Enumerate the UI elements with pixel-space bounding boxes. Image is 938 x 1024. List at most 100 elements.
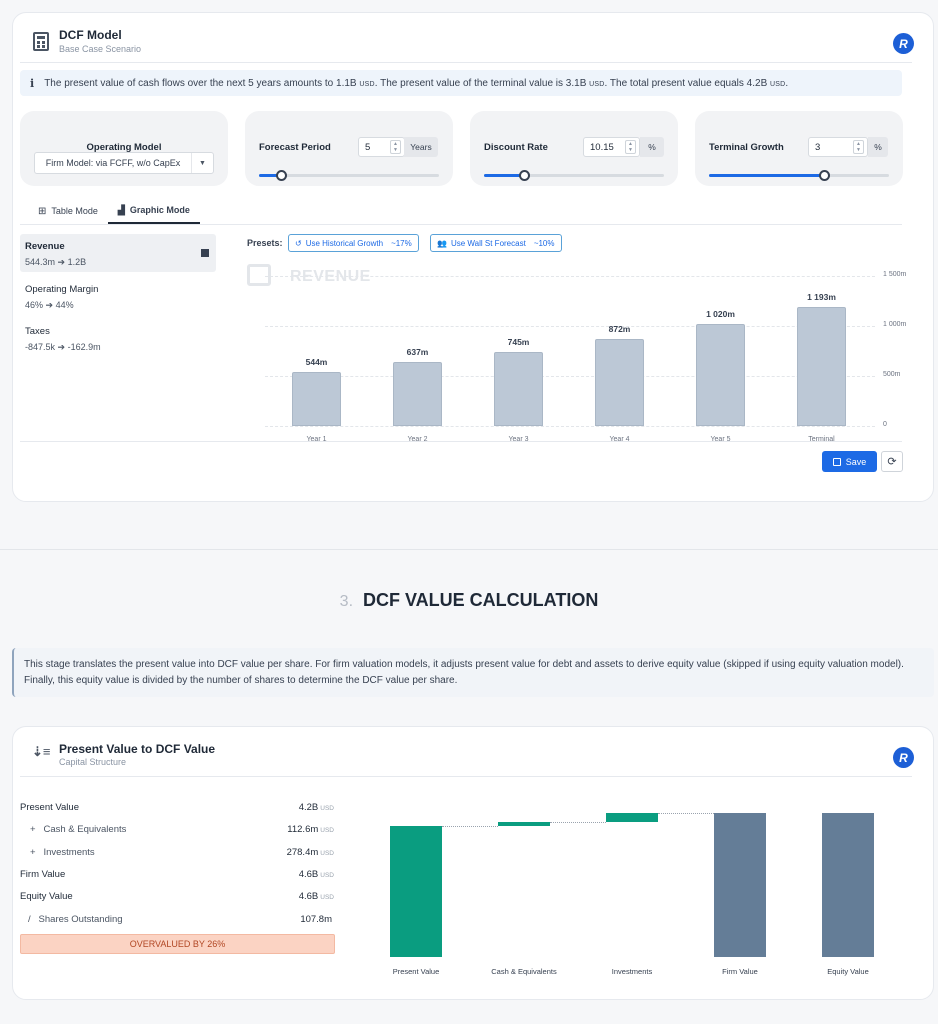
value-row: Equity Value 4.6B USD — [20, 886, 334, 906]
arrow-right-icon: ➔ — [57, 342, 66, 352]
waterfall-bar[interactable] — [822, 813, 874, 957]
row-label: + Investments — [30, 846, 95, 858]
card-subtitle: Base Case Scenario — [59, 44, 142, 54]
forecast-unit: Years — [404, 137, 438, 157]
info-banner: i The present value of cash flows over t… — [20, 70, 902, 96]
row-label: Firm Value — [20, 868, 66, 880]
edit-icon — [247, 264, 271, 286]
waterfall-bar[interactable] — [390, 825, 442, 957]
forecast-period-input[interactable]: 5 ▲ ▼ — [358, 137, 405, 157]
presets-label: Presets: — [247, 238, 283, 248]
stepper-icon[interactable]: ▲ ▼ — [390, 140, 401, 154]
stepper-icon[interactable]: ▲ ▼ — [625, 140, 636, 154]
metric-revenue[interactable]: Revenue 544.3m ➔ 1.2B — [20, 234, 216, 272]
value-row: Firm Value 4.6B USD — [20, 864, 334, 884]
x-tick-label: Year 3 — [508, 436, 529, 443]
bar-chart-icon: ▟ — [117, 204, 125, 215]
gridline — [265, 376, 875, 377]
pv-card-subtitle: Capital Structure — [59, 757, 127, 767]
card-title: DCF Model — [59, 28, 122, 42]
wall-st-forecast-button[interactable]: 👥 Use Wall St Forecast ~10% — [430, 234, 562, 252]
tab-graphic-mode[interactable]: ▟ Graphic Mode — [107, 198, 200, 224]
stepper-icon[interactable]: ▲ ▼ — [853, 140, 864, 154]
brand-logo[interactable]: R — [893, 747, 914, 768]
selected-square-icon — [201, 249, 209, 257]
metric-taxes[interactable]: Taxes -847.5k ➔ -162.9m — [25, 326, 101, 352]
gridline — [265, 326, 875, 327]
discount-rate-input[interactable]: 10.15 ▲ ▼ — [583, 137, 640, 157]
refresh-button[interactable]: ⟳ — [881, 451, 903, 472]
discount-unit: % — [640, 137, 664, 157]
historical-growth-button[interactable]: ↺ Use Historical Growth ~17% — [288, 234, 419, 252]
arrow-right-icon: ➔ — [45, 300, 54, 310]
bar-value-label: 1 193m — [807, 291, 836, 302]
info-icon: i — [30, 76, 35, 90]
slider-knob[interactable] — [518, 170, 530, 181]
row-label: Equity Value — [20, 890, 73, 902]
row-label: + Cash & Equivalents — [30, 823, 127, 835]
chart-divider — [20, 441, 902, 442]
sort-icon: ⇣≡ — [32, 744, 51, 759]
revenue-bar[interactable] — [393, 362, 442, 426]
waterfall-bar[interactable] — [714, 813, 766, 957]
terminal-growth-slider[interactable] — [709, 170, 889, 181]
forecast-period-label: Forecast Period — [259, 142, 331, 153]
slider-knob[interactable] — [275, 170, 287, 181]
pv-card-title: Present Value to DCF Value — [59, 742, 216, 756]
row-value: 278.4m USD — [286, 846, 334, 858]
history-icon: ↺ — [295, 238, 302, 248]
refresh-icon: ⟳ — [887, 456, 897, 468]
slider-fill — [259, 174, 281, 177]
slider-knob[interactable] — [819, 170, 831, 181]
revenue-bar[interactable] — [292, 371, 341, 426]
terminal-growth-input[interactable]: 3 ▲ ▼ — [808, 137, 868, 157]
users-icon: 👥 — [437, 238, 447, 248]
revenue-bar[interactable] — [595, 338, 644, 426]
discount-rate-slider[interactable] — [484, 170, 664, 181]
row-value: 112.6m USD — [287, 823, 334, 835]
bar-value-label: 544m — [305, 356, 328, 367]
divider — [20, 62, 912, 63]
x-tick-label: Year 5 — [710, 436, 731, 443]
value-row: + Cash & Equivalents 112.6m USD — [20, 819, 334, 839]
gridline — [265, 426, 875, 427]
x-tick-label: Investments — [611, 967, 653, 976]
brand-logo[interactable]: R — [893, 33, 914, 54]
waterfall-bar[interactable] — [498, 821, 550, 826]
value-row: + Investments 278.4m USD — [20, 842, 334, 862]
metric-operating-margin[interactable]: Operating Margin 46% ➔ 44% — [25, 284, 99, 310]
row-label: / Shares Outstanding — [28, 913, 123, 925]
x-tick-label: Terminal — [808, 436, 835, 443]
floppy-icon — [832, 457, 841, 466]
row-value: 107.8m — [300, 913, 332, 925]
y-tick-label: 1 000m — [883, 321, 907, 328]
save-button[interactable]: Save — [822, 451, 877, 472]
slider-fill — [709, 174, 825, 177]
forecast-period-slider[interactable] — [259, 170, 439, 181]
bar-value-label: 872m — [608, 323, 631, 334]
valuation-verdict-badge: OVERVALUED BY 26% — [20, 934, 335, 954]
revenue-bar[interactable] — [797, 306, 846, 426]
slider-fill — [484, 174, 524, 177]
value-row: Present Value 4.2B USD — [20, 797, 334, 817]
mode-tabs: ⊞ Table Mode ▟ Graphic Mode — [28, 198, 200, 224]
growth-unit: % — [868, 137, 888, 157]
tab-table-mode[interactable]: ⊞ Table Mode — [38, 205, 98, 217]
y-tick-label: 500m — [883, 371, 901, 378]
section-divider — [0, 549, 938, 550]
operating-model-select[interactable]: Firm Model: via FCFF, w/o CapEx ▼ — [34, 152, 214, 174]
x-tick-label: Equity Value — [827, 967, 869, 976]
row-label: Present Value — [20, 801, 79, 813]
gridline — [265, 276, 875, 277]
revenue-bar[interactable] — [494, 351, 543, 426]
x-tick-label: Year 4 — [609, 436, 630, 443]
waterfall-bar[interactable] — [606, 813, 658, 822]
y-tick-label: 1 500m — [883, 271, 907, 278]
row-value: 4.6B USD — [298, 868, 334, 880]
divider — [20, 776, 912, 777]
x-tick-label: Cash & Equivalents — [491, 967, 557, 976]
bar-value-label: 1 020m — [706, 309, 735, 319]
row-value: 4.2B USD — [298, 801, 334, 813]
revenue-bar[interactable] — [696, 324, 745, 426]
tabs-divider — [20, 224, 902, 225]
